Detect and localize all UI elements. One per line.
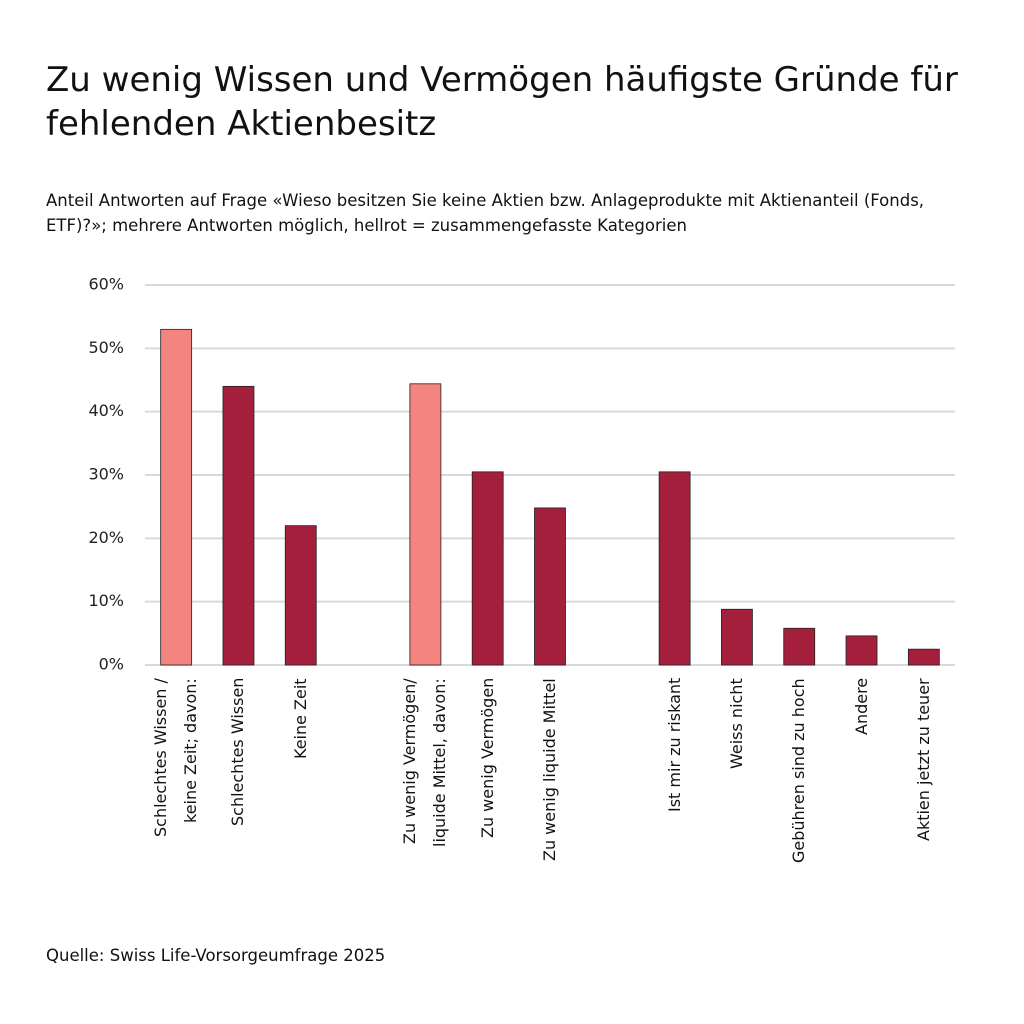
x-tick-label: Aktien jetzt zu teuer (913, 678, 933, 841)
y-tick-label: 20% (88, 528, 124, 547)
x-tick-label: Schlechtes Wissen (228, 678, 248, 827)
x-tick-label: Schlechtes Wissen / keine Zeit; davon: (151, 678, 201, 837)
y-tick-label: 10% (88, 591, 124, 610)
bar (471, 471, 504, 666)
x-tick-label: Andere (851, 678, 871, 736)
x-tick-label: Zu wenig Vermögen (477, 678, 497, 839)
bar (160, 328, 193, 666)
y-tick-label: 50% (88, 338, 124, 357)
bar (658, 471, 691, 666)
bar (284, 525, 317, 666)
bar (783, 627, 816, 666)
x-tick-label: Gebühren sind zu hoch (789, 678, 809, 863)
x-tick-label: Zu wenig liquide Mittel (540, 678, 559, 861)
y-tick-label: 60% (88, 275, 124, 294)
x-tick-label: Ist mir zu riskant (664, 678, 684, 813)
y-tick-label: 30% (88, 465, 124, 484)
x-tick-label: Zu wenig Vermögen/ liquide Mittel, davon… (400, 678, 450, 847)
x-tick-label: Keine Zeit (290, 678, 310, 759)
y-tick-label: 40% (88, 401, 124, 420)
x-tick-label: Weiss nicht (726, 678, 746, 769)
source: Quelle: Swiss Life-Vorsorgeumfrage 2025 (46, 946, 386, 965)
bar (534, 507, 566, 666)
bar (222, 385, 255, 666)
chart-title: Zu wenig Wissen und Vermögen häufigste G… (46, 60, 958, 144)
bar (409, 383, 442, 666)
bar (845, 635, 878, 666)
bar (721, 608, 753, 666)
chart-subtitle: Anteil Antworten auf Frage «Wieso besitz… (46, 191, 925, 235)
y-tick-label: 0% (99, 655, 124, 674)
bar (907, 648, 940, 666)
